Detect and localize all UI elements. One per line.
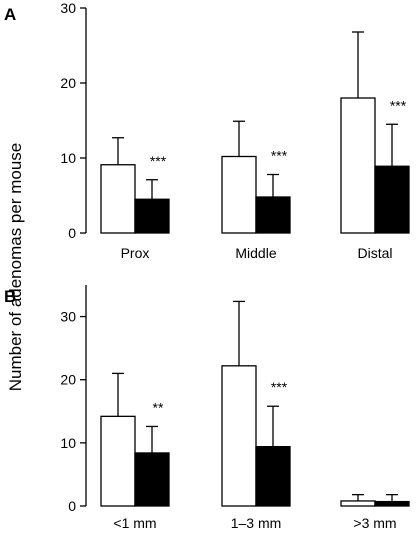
y-axis-label: Number of adenomas per mouse [6,143,25,392]
significance-label: ** [153,399,164,415]
bar-filled [255,196,291,234]
significance-label: *** [271,148,288,164]
y-tick-label: 30 [60,0,76,16]
y-tick-label: 20 [60,372,76,388]
y-tick-label: 10 [60,435,76,451]
bar-open [340,97,376,234]
category-label: <1 mm [113,515,156,531]
y-tick-label: 30 [60,309,76,325]
panel-a-letter: A [4,5,16,24]
significance-label: *** [390,97,407,113]
y-tick-label: 0 [68,498,76,514]
significance-label: *** [150,153,167,169]
category-label: Prox [121,245,150,261]
bar-open [100,415,136,507]
y-tick-label: 0 [68,225,76,241]
bar-open [221,155,257,234]
bar-open [100,164,136,234]
significance-label: *** [271,379,288,395]
panel-a: A 0 10 20 30 *** Prox *** Middle *** Distal [4,0,410,261]
bar-open [221,365,257,507]
panel-b: B 0 10 20 30 ** <1 mm *** 1–3 mm >3 mm [4,285,410,531]
bar-filled [134,198,170,234]
category-label: >3 mm [353,515,396,531]
bar-open [340,500,376,507]
panel-b-letter: B [4,287,16,306]
y-tick-label: 20 [60,75,76,91]
bar-filled [134,452,170,507]
category-label: 1–3 mm [231,515,282,531]
bar-filled [255,445,291,507]
category-label: Middle [235,245,276,261]
bar-filled [374,165,410,234]
category-label: Distal [357,245,392,261]
y-tick-label: 10 [60,150,76,166]
bar-filled [374,500,410,507]
